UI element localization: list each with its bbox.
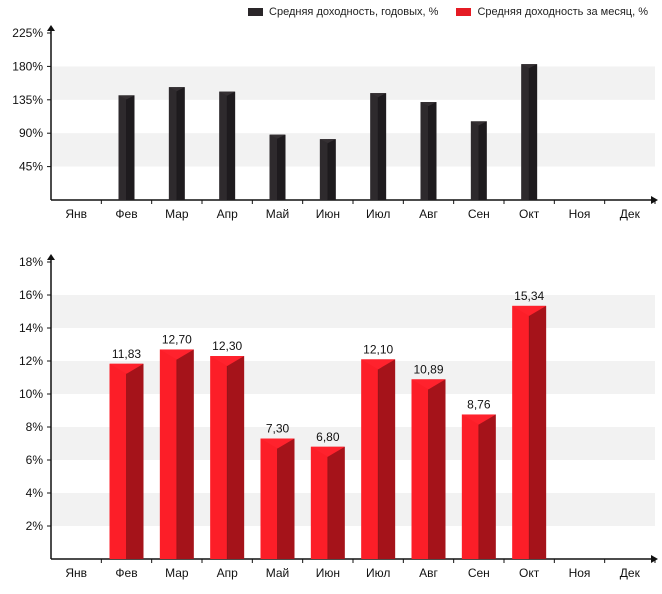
legend-label-annual: Средняя доходность, годовых, % xyxy=(269,6,439,18)
annual-xtick-label: Янв xyxy=(65,207,87,221)
monthly-bar xyxy=(512,305,547,559)
monthly-data-label: 6,80 xyxy=(316,430,340,444)
monthly-data-label: 7,30 xyxy=(266,422,290,436)
annual-bar xyxy=(420,102,437,200)
legend-swatch-annual xyxy=(248,8,264,16)
monthly-bar xyxy=(210,356,245,559)
monthly-y-axis-arrow xyxy=(47,254,55,260)
annual-xtick-label: Окт xyxy=(519,207,540,221)
annual-xtick-label: Июл xyxy=(366,207,390,221)
annual-xtick-label: Дек xyxy=(620,207,641,221)
monthly-data-label: 12,30 xyxy=(212,339,242,353)
monthly-xtick-label: Авг xyxy=(419,566,438,580)
annual-xtick-label: Апр xyxy=(217,207,239,221)
monthly-xtick-label: Май xyxy=(266,566,290,580)
monthly-xtick-label: Фев xyxy=(115,566,137,580)
monthly-ytick-label: 2% xyxy=(26,519,44,533)
monthly-grid-band xyxy=(51,295,655,328)
annual-xtick-label: Ноя xyxy=(569,207,591,221)
annual-bar xyxy=(168,87,185,200)
monthly-data-label: 11,83 xyxy=(112,347,141,361)
monthly-bar xyxy=(361,359,396,559)
monthly-ytick-label: 6% xyxy=(26,453,44,467)
monthly-xtick-label: Июл xyxy=(366,566,390,580)
annual-xtick-label: Авг xyxy=(419,207,438,221)
monthly-ytick-label: 4% xyxy=(26,486,44,500)
monthly-xtick-label: Дек xyxy=(620,566,641,580)
monthly-ytick-label: 8% xyxy=(26,420,44,434)
monthly-chart: 2% 4% 6% 8% 10% 12% 14% 16% 18% Янв Фев 11,83 Мар 12,… xyxy=(19,254,658,580)
monthly-ytick-label: 12% xyxy=(19,354,43,368)
annual-xtick-label: Мар xyxy=(165,207,189,221)
annual-grid-band xyxy=(51,66,655,100)
monthly-ytick-label: 16% xyxy=(19,288,43,302)
annual-y-axis-arrow xyxy=(47,25,55,31)
chart-legend: Средняя доходность, годовых, % Средняя д… xyxy=(230,6,648,18)
monthly-data-label: 12,70 xyxy=(162,332,192,346)
monthly-xtick-label: Янв xyxy=(65,566,87,580)
annual-xtick-label: Май xyxy=(266,207,290,221)
annual-bar xyxy=(319,139,336,200)
annual-chart: 45% 90% 135% 180% 225% Янв Фев Мар Апр Май Июн Июл А… xyxy=(12,25,658,221)
monthly-xtick-label: Ноя xyxy=(569,566,591,580)
annual-bar xyxy=(370,93,387,200)
monthly-bar xyxy=(109,363,144,559)
annual-bar xyxy=(219,91,236,200)
legend-item-annual[interactable]: Средняя доходность, годовых, % xyxy=(248,6,438,18)
annual-bar xyxy=(118,95,135,200)
monthly-bar xyxy=(411,379,446,559)
annual-xtick-label: Фев xyxy=(115,207,137,221)
annual-grid-band xyxy=(51,133,655,167)
annual-ytick-label: 180% xyxy=(12,59,43,73)
monthly-data-label: 8,76 xyxy=(467,397,491,411)
legend-item-monthly[interactable]: Средняя доходность за месяц, % xyxy=(456,6,648,18)
monthly-bar xyxy=(159,349,194,559)
annual-bar xyxy=(470,121,487,200)
annual-bar xyxy=(269,134,286,200)
annual-ytick-label: 90% xyxy=(19,126,43,140)
monthly-ytick-label: 14% xyxy=(19,321,43,335)
legend-swatch-monthly xyxy=(456,8,472,16)
annual-ytick-label: 225% xyxy=(12,26,43,40)
monthly-data-label: 10,89 xyxy=(413,362,443,376)
monthly-xtick-label: Апр xyxy=(217,566,239,580)
monthly-ytick-label: 10% xyxy=(19,387,43,401)
monthly-ytick-label: 18% xyxy=(19,255,43,269)
monthly-xtick-label: Окт xyxy=(519,566,540,580)
monthly-data-label: 15,34 xyxy=(514,289,544,303)
annual-ytick-label: 45% xyxy=(19,160,43,174)
annual-ytick-label: 135% xyxy=(12,93,43,107)
legend-label-monthly: Средняя доходность за месяц, % xyxy=(477,6,648,18)
monthly-xtick-label: Июн xyxy=(316,566,340,580)
annual-xtick-label: Июн xyxy=(316,207,340,221)
annual-xtick-label: Сен xyxy=(468,207,490,221)
monthly-xtick-label: Мар xyxy=(165,566,189,580)
annual-bar xyxy=(521,64,538,200)
monthly-data-label: 12,10 xyxy=(363,342,393,356)
monthly-bar xyxy=(461,414,496,559)
monthly-grid-band xyxy=(51,361,655,394)
monthly-grid-band xyxy=(51,427,655,460)
monthly-bar xyxy=(260,438,295,559)
monthly-bar xyxy=(310,446,345,559)
monthly-grid-band xyxy=(51,493,655,526)
monthly-xtick-label: Сен xyxy=(468,566,490,580)
